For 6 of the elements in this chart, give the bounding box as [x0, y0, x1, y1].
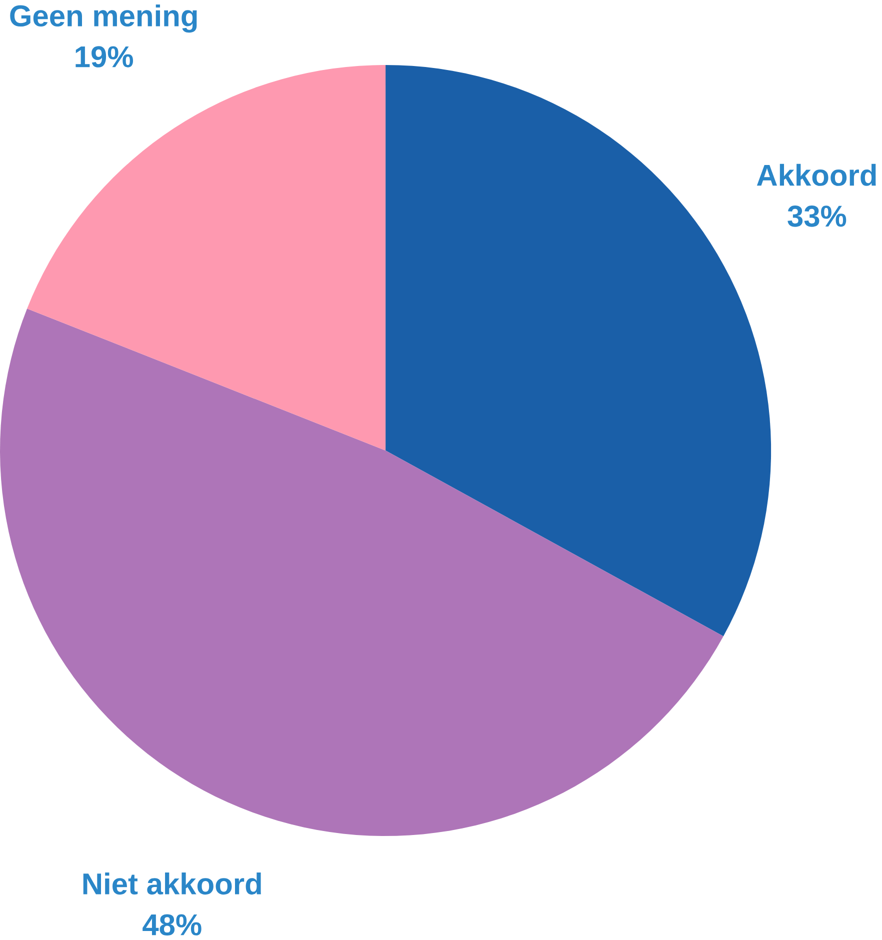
slice-label: Geen mening	[10, 4, 197, 33]
data-label: 19%	[76, 46, 133, 68]
slice-label: Niet akkoord	[83, 872, 261, 895]
data-label: 48%	[142, 914, 202, 936]
slice-label: Akkoord	[756, 164, 876, 186]
data-label: 33%	[788, 206, 846, 227]
